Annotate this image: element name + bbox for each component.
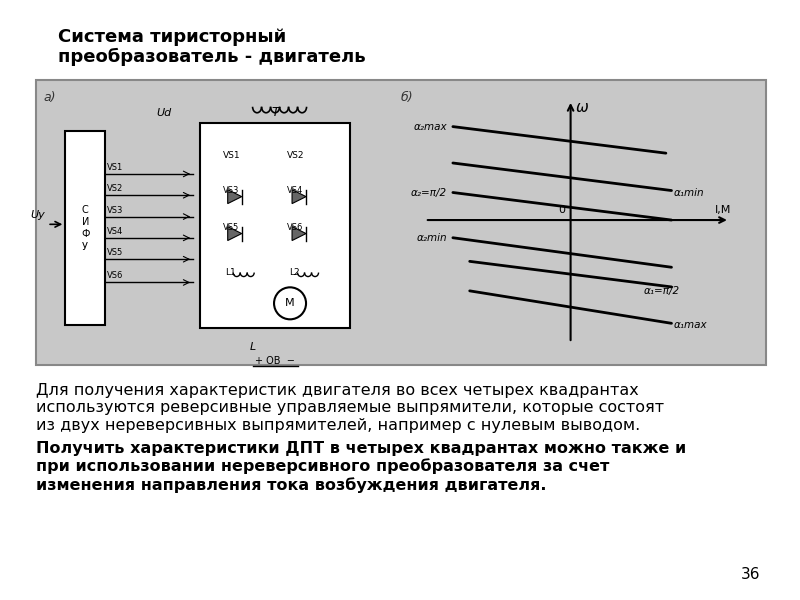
Text: α₁min: α₁min [674,188,704,197]
Text: Для получения характеристик двигателя во всех четырех квадрантах
используются ре: Для получения характеристик двигателя во… [36,383,664,433]
Text: Ud: Ud [156,109,171,118]
Text: L1: L1 [225,268,235,277]
Polygon shape [228,190,242,203]
Text: 36: 36 [741,567,760,582]
Text: VS5: VS5 [107,248,123,257]
Text: VS2: VS2 [107,184,123,193]
Circle shape [274,287,306,319]
Text: VS1: VS1 [222,151,240,160]
Text: α₂max: α₂max [414,122,447,131]
Bar [200,123,350,328]
Polygon shape [292,190,306,203]
Text: VS4: VS4 [287,185,303,194]
Text: Получить характеристики ДПТ в четырех квадрантах можно также и
при использовании: Получить характеристики ДПТ в четырех кв… [36,441,686,493]
Text: T: T [271,106,279,119]
Text: α₁max: α₁max [674,320,707,330]
Bar [66,131,106,325]
Text: Система тиристорный: Система тиристорный [58,28,286,46]
Text: α₂=π/2: α₂=π/2 [411,188,447,197]
Text: б): б) [401,91,414,104]
Text: VS1: VS1 [107,163,123,172]
Bar [36,80,766,365]
Text: а): а) [43,91,56,104]
Text: VS2: VS2 [287,151,305,160]
Text: VS3: VS3 [222,185,239,194]
Text: L2: L2 [289,268,300,277]
Text: VS6: VS6 [287,223,303,232]
Text: VS3: VS3 [107,206,124,215]
Text: 0: 0 [558,205,565,215]
Text: α₁=π/2: α₁=π/2 [643,286,679,296]
Polygon shape [292,227,306,241]
Text: + ОВ  −: + ОВ − [255,356,295,366]
Polygon shape [228,227,242,241]
Text: ω: ω [576,100,589,115]
Text: I,M: I,M [714,205,731,215]
Text: VS6: VS6 [107,271,124,280]
Text: преобразователь - двигатель: преобразователь - двигатель [58,48,366,66]
Text: L: L [250,342,256,352]
Text: С
И
Ф
У: С И Ф У [81,205,90,252]
Text: М: М [286,298,295,308]
Text: α₂min: α₂min [417,233,447,243]
Text: VS4: VS4 [107,227,123,236]
Text: Uy: Uy [30,211,45,220]
Text: VS5: VS5 [222,223,239,232]
